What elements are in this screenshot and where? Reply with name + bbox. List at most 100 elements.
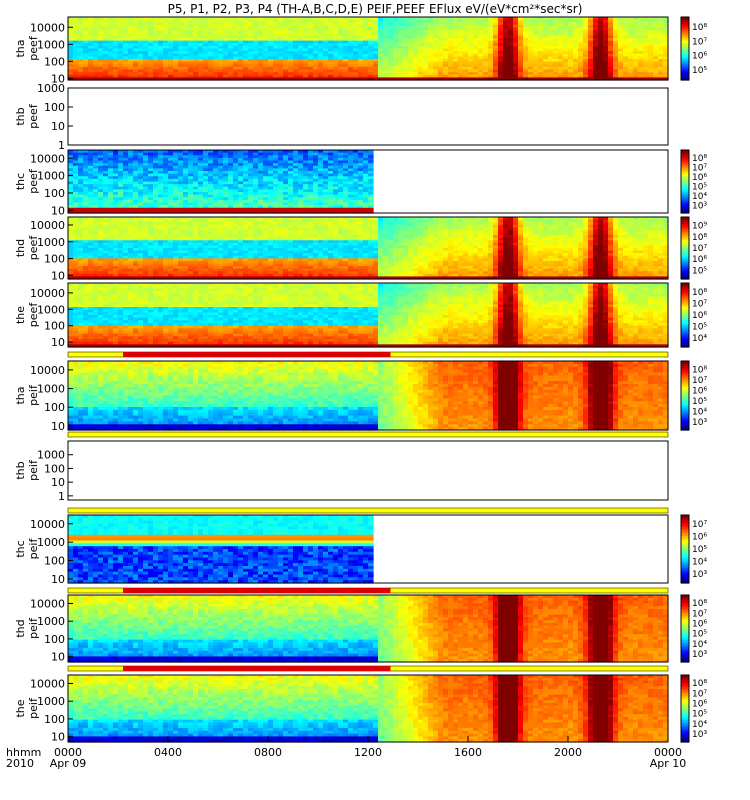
colorbar-tick-label: 10³ <box>692 650 707 660</box>
y-tick-label: 1000 <box>37 383 65 396</box>
colorbar-tick-label: 10⁵ <box>692 66 707 76</box>
y-axis-label-quantity: peef <box>27 103 40 129</box>
spectrogram <box>68 17 669 81</box>
colorbar-tick-label: 10⁶ <box>692 255 707 265</box>
spectrogram <box>68 515 374 584</box>
colorbar-tick-label: 10⁵ <box>692 182 707 192</box>
colorbar-tick-label: 10⁸ <box>692 288 707 298</box>
y-axis-label-quantity: peif <box>27 697 40 719</box>
y-tick-label: 10 <box>51 731 65 744</box>
y-tick-label: 1000 <box>37 236 65 249</box>
colorbar-tick-label: 10⁵ <box>692 266 707 276</box>
y-tick-label: 1000 <box>37 38 65 51</box>
mode-bar <box>68 666 668 671</box>
colorbar-tick-label: 10⁶ <box>692 311 707 321</box>
colorbar-tick-label: 10⁷ <box>692 376 707 386</box>
y-tick-label: 10000 <box>30 518 65 531</box>
colorbar-tick-label: 10⁸ <box>692 679 707 689</box>
colorbar-tick-label: 10⁵ <box>692 630 707 640</box>
y-tick-label: 10 <box>51 120 65 133</box>
x-tick-label-time: 1200 <box>354 746 382 759</box>
colorbar-tick-label: 10³ <box>692 201 707 211</box>
x-tick-label-time: 0400 <box>154 746 182 759</box>
y-tick-label: 100 <box>44 401 65 414</box>
spectrogram <box>68 361 669 431</box>
y-axis-label-quantity: peif <box>27 459 40 481</box>
y-tick-label: 10 <box>51 573 65 586</box>
x-tick-label-time: 1600 <box>454 746 482 759</box>
y-axis-label-probe: thc <box>14 540 27 557</box>
y-axis-label-probe: tha <box>14 39 27 57</box>
colorbar-tick-label: 10⁷ <box>692 244 707 254</box>
colorbar-tick-label: 10⁸ <box>692 599 707 609</box>
y-axis-label-probe: thb <box>14 107 27 125</box>
y-tick-label: 100 <box>44 555 65 568</box>
y-axis-label-probe: the <box>14 699 27 717</box>
y-axis-label-probe: thd <box>14 239 27 257</box>
spectrogram <box>68 217 669 280</box>
colorbar-tick-label: 10⁷ <box>692 37 707 47</box>
x-tick-label-time: 0800 <box>254 746 282 759</box>
colorbar-tick-label: 10⁶ <box>692 386 707 396</box>
mode-bar <box>68 352 668 357</box>
y-tick-label: 1000 <box>37 615 65 628</box>
y-axis-label-probe: thc <box>14 173 27 190</box>
y-tick-label: 10 <box>51 651 65 664</box>
colorbar-tick-label: 10⁸ <box>692 23 707 33</box>
y-axis-label-probe: thb <box>14 461 27 479</box>
y-tick-label: 1000 <box>37 303 65 316</box>
y-tick-label: 1000 <box>37 449 65 462</box>
y-tick-label: 1000 <box>37 82 65 95</box>
colorbar-tick-label: 10⁶ <box>692 699 707 709</box>
y-axis-label-quantity: peif <box>27 384 40 406</box>
y-tick-label: 10000 <box>30 364 65 377</box>
mode-bar <box>68 588 668 593</box>
y-tick-label: 100 <box>44 633 65 646</box>
y-tick-label: 10 <box>51 476 65 489</box>
mode-bar <box>68 508 668 513</box>
spectrogram <box>68 595 669 663</box>
colorbar-tick-label: 10⁴ <box>692 192 707 202</box>
y-axis-label-probe: tha <box>14 386 27 404</box>
colorbar-tick-label: 10⁴ <box>692 407 707 417</box>
colorbar-tick-label: 10⁶ <box>692 619 707 629</box>
colorbar-tick-label: 10⁶ <box>692 52 707 62</box>
colorbar-tick-label: 10⁷ <box>692 520 707 530</box>
y-tick-label: 1 <box>58 139 65 152</box>
y-axis-label-quantity: peif <box>27 617 40 639</box>
y-tick-label: 10000 <box>30 287 65 300</box>
colorbar-tick-label: 10⁸ <box>692 365 707 375</box>
colorbar: 10⁵ 10⁶ 10⁷ 10⁸ <box>681 17 707 81</box>
y-tick-label: 10000 <box>30 597 65 610</box>
colorbar-tick-label: 10⁵ <box>692 545 707 555</box>
y-axis-label-quantity: peef <box>27 168 40 194</box>
spectrogram <box>68 150 374 214</box>
y-axis-label-quantity: peef <box>27 35 40 61</box>
colorbar-tick-label: 10⁵ <box>692 710 707 720</box>
y-tick-label: 10000 <box>30 21 65 34</box>
y-tick-label: 100 <box>44 101 65 114</box>
y-tick-label: 1 <box>58 490 65 503</box>
colorbar-tick-label: 10⁴ <box>692 557 707 567</box>
plot-title: P5, P1, P2, P3, P4 (TH-A,B,C,D,E) PEIF,P… <box>168 2 583 16</box>
y-tick-label: 10000 <box>30 219 65 232</box>
y-tick-label: 100 <box>44 55 65 68</box>
y-tick-label: 100 <box>44 462 65 475</box>
colorbar-tick-label: 10³ <box>692 418 707 428</box>
x-tick-label-date: Apr 09 <box>50 757 87 770</box>
mode-bar <box>68 432 668 437</box>
colorbar-tick-label: 10⁸ <box>692 233 707 243</box>
colorbar-tick-label: 10⁶ <box>692 173 707 183</box>
